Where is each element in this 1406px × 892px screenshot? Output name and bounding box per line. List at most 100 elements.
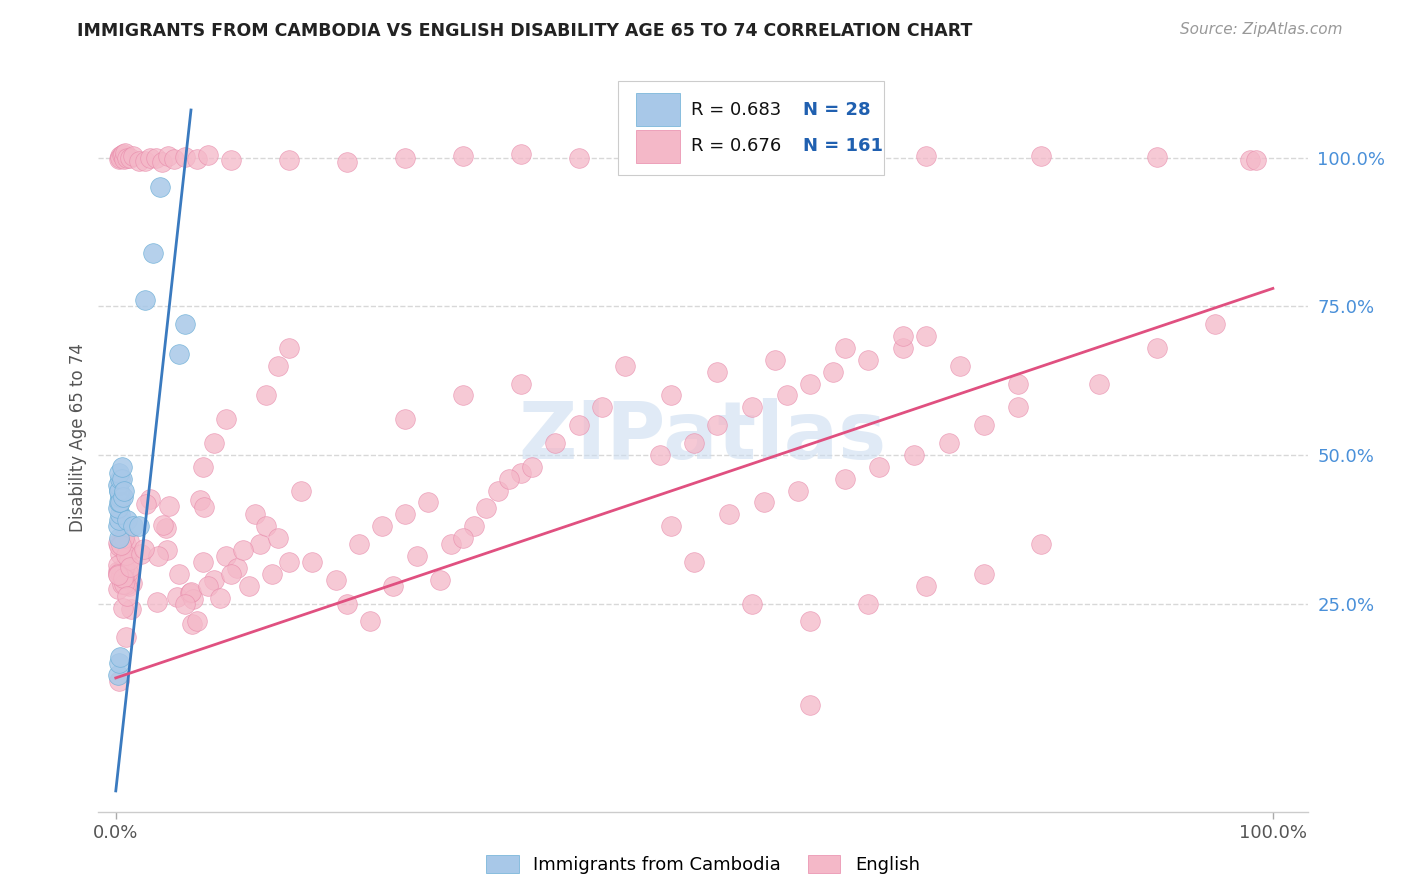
Point: [197, 147, 219, 161]
Point: [799, 376, 821, 391]
Point: [648, 448, 671, 462]
Point: [142, 245, 165, 260]
Point: [509, 376, 531, 391]
Point: [118, 151, 141, 165]
Point: [107, 519, 129, 533]
Point: [156, 149, 179, 163]
Legend: Immigrants from Cambodia, English: Immigrants from Cambodia, English: [486, 855, 920, 874]
Point: [568, 418, 591, 433]
Point: [110, 472, 132, 486]
Point: [134, 153, 156, 168]
Point: [115, 590, 138, 604]
Point: [1244, 153, 1267, 168]
Point: [108, 513, 131, 527]
Point: [706, 418, 728, 433]
Point: [659, 388, 682, 402]
Point: [108, 531, 131, 545]
Point: [486, 483, 509, 498]
Point: [110, 650, 132, 665]
Point: [112, 561, 135, 575]
Point: [111, 146, 134, 161]
Point: [114, 146, 136, 161]
Point: [1031, 537, 1053, 551]
Point: [112, 577, 135, 591]
Point: [856, 352, 879, 367]
Point: [180, 584, 202, 599]
Point: [117, 571, 139, 585]
Point: [221, 153, 243, 167]
Point: [110, 149, 132, 163]
Point: [111, 577, 134, 591]
Point: [112, 531, 135, 545]
Point: [110, 148, 132, 162]
Point: [112, 571, 135, 585]
Point: [114, 548, 136, 562]
Point: [451, 531, 474, 545]
Point: [112, 152, 135, 166]
FancyBboxPatch shape: [619, 81, 884, 175]
Point: [1146, 341, 1168, 355]
Point: [891, 341, 914, 355]
Point: [359, 615, 381, 629]
Text: R = 0.683: R = 0.683: [690, 101, 782, 119]
Point: [181, 617, 204, 632]
Text: IMMIGRANTS FROM CAMBODIA VS ENGLISH DISABILITY AGE 65 TO 74 CORRELATION CHART: IMMIGRANTS FROM CAMBODIA VS ENGLISH DISA…: [77, 22, 973, 40]
Point: [260, 566, 283, 581]
Point: [823, 365, 845, 379]
Point: [763, 352, 786, 367]
Point: [451, 149, 474, 163]
Text: R = 0.676: R = 0.676: [690, 137, 782, 155]
Point: [110, 490, 132, 504]
Point: [741, 597, 763, 611]
Point: [371, 519, 394, 533]
Point: [107, 567, 129, 582]
Point: [544, 436, 567, 450]
Point: [191, 555, 214, 569]
Point: [162, 152, 184, 166]
Point: [118, 579, 141, 593]
Point: [156, 543, 179, 558]
Y-axis label: Disability Age 65 to 74: Disability Age 65 to 74: [69, 343, 87, 532]
Point: [115, 578, 138, 592]
Point: [834, 472, 856, 486]
Point: [301, 555, 323, 569]
Point: [120, 560, 142, 574]
Point: [683, 555, 706, 569]
Point: [110, 534, 132, 549]
Point: [278, 341, 301, 355]
Point: [111, 533, 134, 547]
Point: [134, 293, 156, 308]
Point: [107, 501, 129, 516]
Point: [949, 359, 972, 373]
Point: [429, 573, 451, 587]
Text: N = 28: N = 28: [803, 101, 870, 119]
Point: [150, 154, 173, 169]
Point: [132, 541, 155, 556]
Point: [110, 508, 132, 522]
Point: [107, 582, 129, 596]
Point: [107, 567, 129, 582]
Point: [336, 597, 359, 611]
Point: [856, 597, 879, 611]
Point: [108, 673, 131, 688]
Point: [891, 329, 914, 343]
Point: [347, 537, 370, 551]
Point: [382, 579, 405, 593]
Point: [110, 538, 132, 552]
Point: [799, 615, 821, 629]
Point: [166, 591, 188, 605]
Point: [718, 508, 741, 522]
Point: [869, 459, 891, 474]
Point: [120, 568, 142, 582]
Point: [914, 149, 936, 163]
Point: [221, 566, 243, 581]
Point: [108, 483, 131, 498]
Point: [146, 549, 169, 563]
Point: [834, 341, 856, 355]
Point: [120, 602, 142, 616]
Point: [114, 537, 136, 551]
Point: [188, 492, 211, 507]
Point: [254, 388, 277, 402]
Point: [278, 555, 301, 569]
Point: [110, 151, 132, 165]
